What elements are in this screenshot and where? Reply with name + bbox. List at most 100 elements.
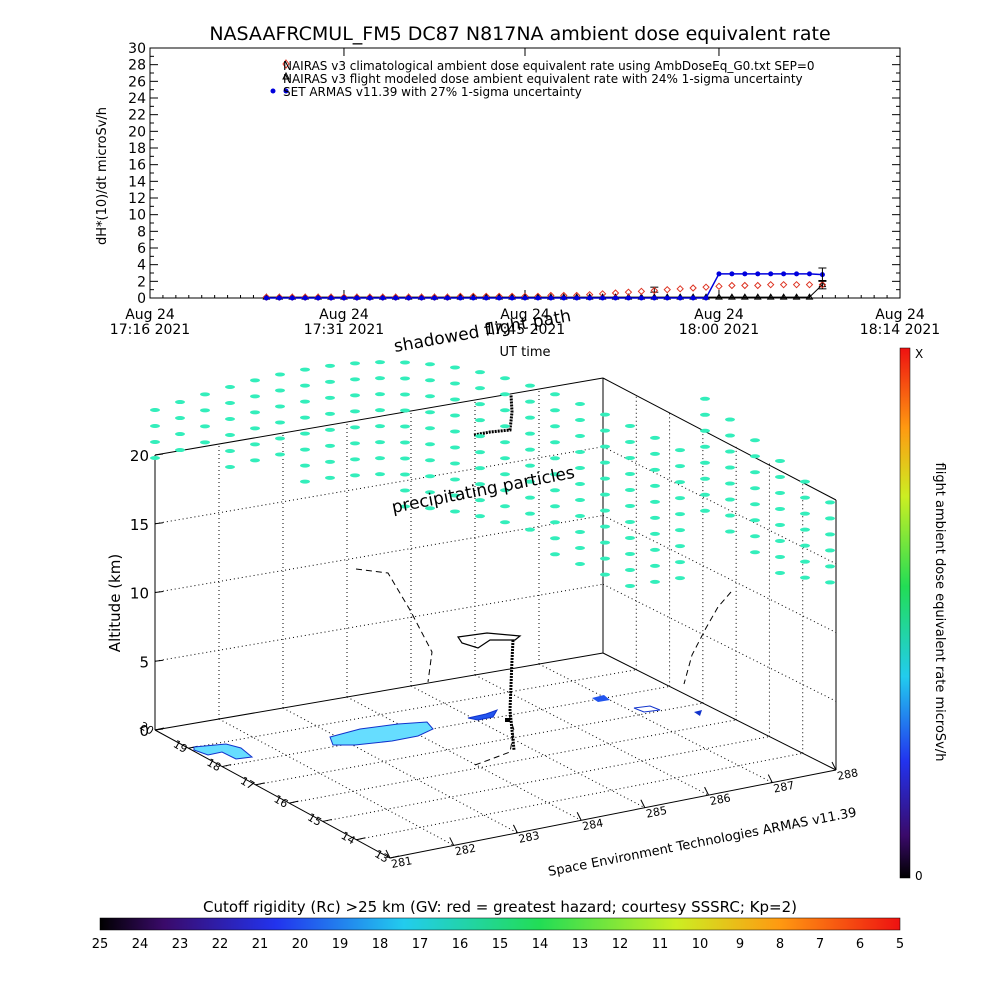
floor-back-right-edge (602, 652, 837, 771)
particle-marker (550, 440, 560, 445)
y-tick-label: 0 (137, 291, 146, 307)
particle-marker (625, 455, 635, 460)
particle-marker (725, 449, 735, 454)
particle-marker (250, 458, 260, 463)
cutoff-colorbar-tick-label: 14 (532, 937, 549, 952)
point-nairas-clim (741, 281, 749, 290)
particle-marker (325, 411, 335, 416)
particle-marker (825, 516, 835, 521)
particle-marker (675, 512, 685, 517)
particle-marker (325, 443, 335, 448)
cutoff-colorbar-tick-label: 21 (252, 937, 269, 952)
point-armas (276, 295, 282, 301)
particle-marker (725, 513, 735, 518)
legend-item-nairas-flight: NAIRAS v3 flight modeled dose ambient eq… (282, 71, 803, 86)
point-nairas-clim (676, 285, 684, 293)
particle-marker (225, 417, 235, 422)
particle-marker (575, 545, 585, 550)
particle-marker (525, 511, 535, 516)
colorbar-top-label: X (915, 347, 923, 361)
point-armas (768, 271, 774, 277)
point-nairas-clim (818, 280, 827, 289)
track-on-right-wall (683, 591, 732, 685)
y-axis-right-ticks (892, 47, 900, 299)
particle-marker (250, 442, 260, 447)
particle-marker (550, 520, 560, 525)
particle-marker (725, 433, 735, 438)
wall-grid-line (602, 583, 837, 702)
wall-grid-line (154, 583, 604, 662)
colorbar-bottom-label: 0 (915, 869, 923, 883)
particle-marker (300, 447, 310, 452)
particle-marker (825, 500, 835, 505)
floor-grid-line (474, 674, 709, 796)
series-layer (262, 267, 827, 301)
legend-label-nairas-clim: NAIRAS v3 climatological ambient dose eq… (283, 59, 815, 73)
longitude-tick-label: 282 (454, 842, 477, 859)
point-armas (354, 295, 360, 301)
x-tick-label-date: Aug 24 (500, 307, 550, 323)
particle-marker (525, 479, 535, 484)
particle-marker (625, 583, 635, 588)
particle-marker (800, 527, 810, 532)
particle-marker (775, 474, 785, 479)
flight-path (456, 394, 522, 751)
particle-marker (650, 467, 660, 472)
particle-marker (800, 543, 810, 548)
particle-marker (300, 367, 310, 372)
particle-marker (700, 476, 710, 481)
particle-marker (600, 444, 610, 449)
particle-marker (175, 416, 185, 421)
particle-marker (625, 423, 635, 428)
floor-grid-line (410, 685, 646, 809)
point-armas (651, 295, 657, 301)
altitude-tick-label: 0 (139, 722, 149, 740)
top-right-edge (602, 377, 837, 501)
particle-marker (600, 572, 610, 577)
particle-marker (325, 395, 335, 400)
cutoff-colorbar-tick-label: 19 (332, 937, 349, 952)
point-armas (625, 295, 631, 301)
particle-marker (600, 476, 610, 481)
point-armas (535, 295, 541, 301)
particle-marker (450, 445, 460, 450)
particle-marker (475, 434, 485, 439)
x-tick-label-time: 18:14 2021 (860, 322, 940, 338)
cutoff-colorbar-tick-label: 22 (212, 937, 229, 952)
particle-marker (775, 570, 785, 575)
particle-marker (575, 465, 585, 470)
y-tick-label: 12 (128, 191, 146, 207)
particle-marker (300, 479, 310, 484)
particle-marker (725, 417, 735, 422)
particle-marker (150, 408, 160, 412)
point-armas (367, 295, 373, 301)
particle-marker (750, 550, 760, 555)
colorbar-label: flight ambient dose equivalent rate micr… (932, 463, 947, 762)
cutoff-colorbar-tick-label: 24 (132, 937, 149, 952)
point-armas (664, 295, 670, 301)
particle-marker (600, 540, 610, 545)
latitude-tick-label: 18 (205, 756, 224, 774)
particle-marker (425, 410, 435, 415)
particle-marker (350, 425, 360, 430)
flight-path-top (473, 394, 514, 437)
particle-marker (400, 408, 410, 413)
particle-marker (325, 379, 335, 384)
cutoff-rigidity-colorbar: Cutoff rigidity (Rc) >25 km (GV: red = g… (92, 898, 904, 952)
particle-marker (225, 401, 235, 406)
particle-marker (550, 472, 560, 477)
particle-marker (775, 458, 785, 463)
particle-marker (750, 438, 760, 443)
track-on-left-wall (355, 568, 433, 683)
cutoff-colorbar-tick-label: 17 (412, 937, 429, 952)
point-armas (302, 295, 308, 301)
latitude-tick (356, 837, 366, 841)
floor-grid-line (282, 707, 518, 834)
particle-marker (275, 452, 285, 457)
particle-marker (325, 427, 335, 432)
particle-marker (775, 490, 785, 495)
particle-marker (650, 451, 660, 456)
particle-marker (375, 424, 385, 429)
cutoff-colorbar-gradient (99, 917, 901, 931)
